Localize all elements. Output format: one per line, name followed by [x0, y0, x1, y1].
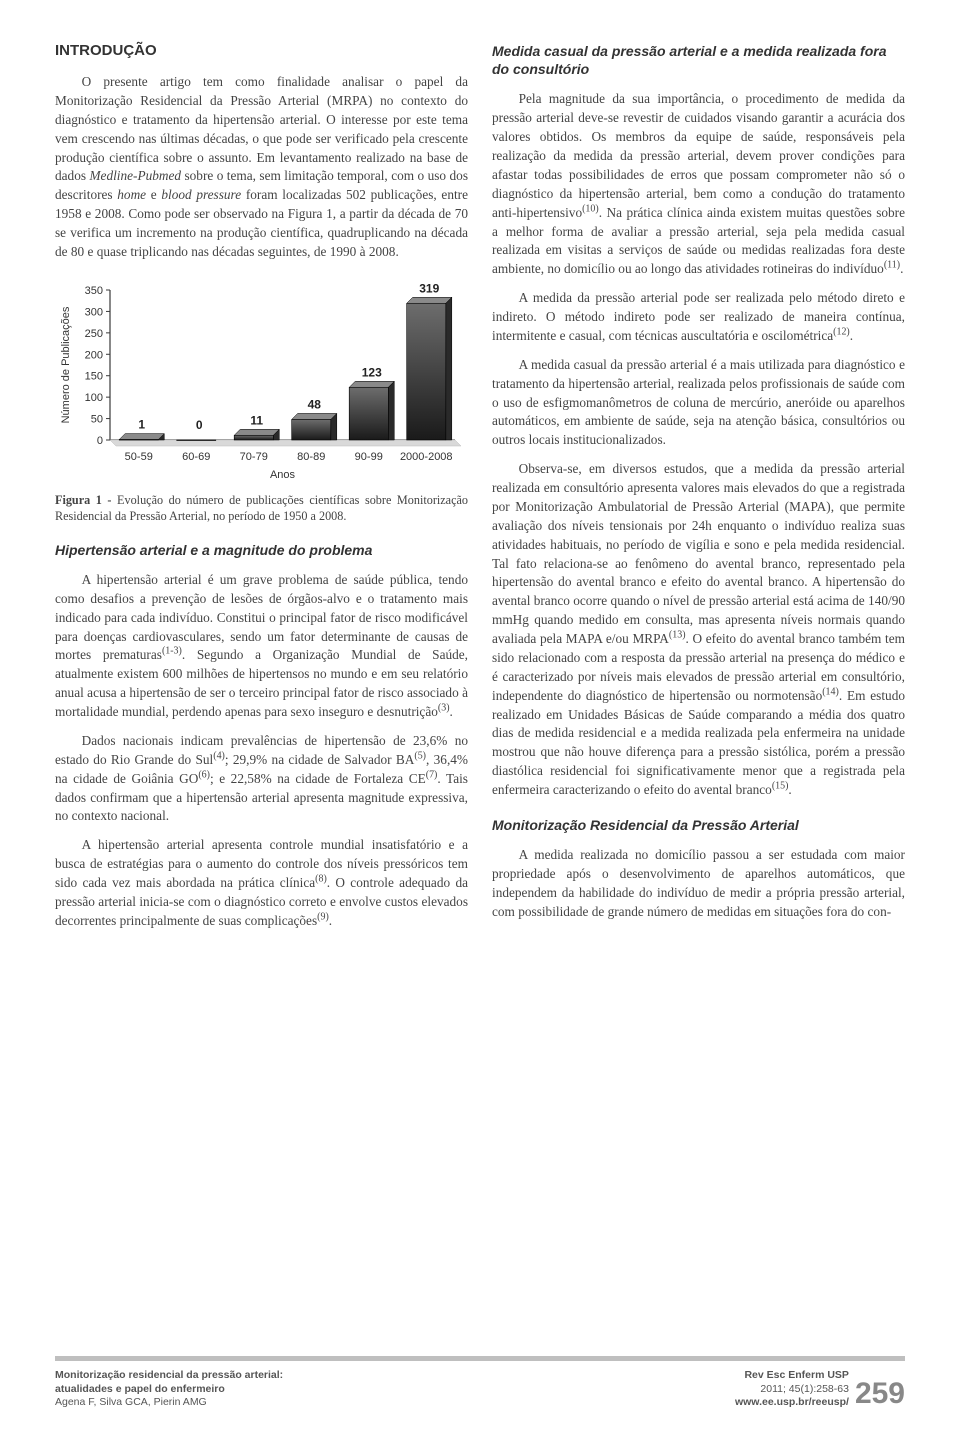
right-p5: A medida realizada no domicílio passou a… — [492, 846, 905, 922]
left-p1: O presente artigo tem como finalidade an… — [55, 73, 468, 262]
svg-text:350: 350 — [85, 285, 103, 297]
left-p4: A hipertensão arterial apresenta control… — [55, 836, 468, 930]
svg-text:2000-2008: 2000-2008 — [400, 451, 453, 463]
left-p2: A hipertensão arterial é um grave proble… — [55, 571, 468, 722]
footer-sub: atualidades e papel do enfermeiro — [55, 1383, 283, 1397]
svg-text:70-79: 70-79 — [240, 451, 268, 463]
fig-lead: Figura 1 - — [55, 493, 117, 507]
right-p1: Pela magnitude da sua importância, o pro… — [492, 90, 905, 279]
footer-left: Monitorização residencial da pressão art… — [55, 1369, 283, 1410]
page-number: 259 — [855, 1379, 905, 1410]
svg-text:300: 300 — [85, 306, 103, 318]
footer-url: www.ee.usp.br/reeusp/ — [735, 1396, 849, 1410]
svg-text:250: 250 — [85, 328, 103, 340]
right-column: Medida casual da pressão arterial e a me… — [492, 42, 905, 941]
footer-title: Monitorização residencial da pressão art… — [55, 1369, 283, 1383]
svg-text:60-69: 60-69 — [182, 451, 210, 463]
svg-text:Anos: Anos — [270, 469, 296, 481]
svg-text:11: 11 — [250, 413, 263, 427]
bar-chart-svg: 0 50 100 150 200 250 300 350 1 50-59 0 60-69 11 70-79… — [55, 274, 461, 482]
footer-journal: Rev Esc Enferm USP — [735, 1369, 849, 1383]
svg-text:Número de Publicações: Número de Publicações — [60, 306, 72, 423]
footer-right: Rev Esc Enferm USP 2011; 45(1):258-63 ww… — [735, 1369, 905, 1410]
footer-authors: Agena F, Silva GCA, Pierin AMG — [55, 1396, 283, 1410]
right-sub2: Monitorização Residencial da Pressão Art… — [492, 816, 905, 834]
svg-text:123: 123 — [362, 365, 382, 379]
footer-bar — [55, 1356, 905, 1361]
svg-text:1: 1 — [138, 417, 145, 431]
right-sub1: Medida casual da pressão arterial e a me… — [492, 42, 905, 78]
svg-text:200: 200 — [85, 349, 103, 361]
left-column: INTRODUÇÃO O presente artigo tem como fi… — [55, 42, 468, 941]
right-p2: A medida da pressão arterial pode ser re… — [492, 289, 905, 346]
svg-text:150: 150 — [85, 370, 103, 382]
left-sub1: Hipertensão arterial e a magnitude do pr… — [55, 541, 468, 559]
svg-text:100: 100 — [85, 392, 103, 404]
svg-text:48: 48 — [308, 397, 322, 411]
left-p3: Dados nacionais indicam prevalências de … — [55, 732, 468, 826]
fig-rest: Evolução do número de publicações cientí… — [55, 493, 468, 523]
figure-1-caption: Figura 1 - Evolução do número de publica… — [55, 492, 468, 525]
page-footer: Monitorização residencial da pressão art… — [0, 1356, 960, 1432]
svg-text:80-89: 80-89 — [297, 451, 325, 463]
svg-text:90-99: 90-99 — [355, 451, 383, 463]
right-p3: A medida casual da pressão arterial é a … — [492, 356, 905, 450]
svg-text:50: 50 — [91, 413, 103, 425]
footer-issue: 2011; 45(1):258-63 — [735, 1383, 849, 1397]
svg-text:0: 0 — [97, 435, 103, 447]
section-title: INTRODUÇÃO — [55, 42, 468, 59]
right-p4: Observa-se, em diversos estudos, que a m… — [492, 460, 905, 800]
svg-text:0: 0 — [196, 418, 203, 432]
svg-text:319: 319 — [419, 281, 439, 295]
figure-1-chart: 0 50 100 150 200 250 300 350 1 50-59 0 60-69 11 70-79… — [55, 274, 468, 482]
svg-text:50-59: 50-59 — [125, 451, 153, 463]
